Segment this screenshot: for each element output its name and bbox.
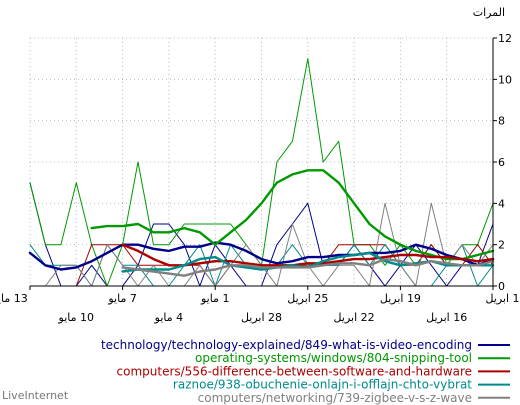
series-smooth-line-0 bbox=[28, 241, 495, 271]
legend-label-3: raznoe/938-obuchenie-onlajn-i-offlajn-ch… bbox=[173, 378, 472, 392]
y-tick-label-5: 10 bbox=[498, 73, 512, 86]
legend-label-2: computers/556-difference-between-softwar… bbox=[117, 364, 472, 378]
x-tick-label-upper-3: 1 مايو bbox=[200, 292, 229, 305]
x-tick-label-upper-0: 13 ابريل bbox=[485, 292, 520, 305]
x-tick-label-upper-1: 19 ابريل bbox=[380, 292, 421, 305]
y-tick-label-0: 0 bbox=[498, 280, 505, 293]
y-tick-label-2: 4 bbox=[498, 197, 505, 210]
x-tick-labels: 13 ابريل 19 ابريل 25 ابريل 1 مايو 7 مايو 13 م… bbox=[0, 286, 520, 324]
x-tick-label-lower-4: 10 مايو bbox=[58, 311, 94, 324]
series-smooth-line-5 bbox=[121, 257, 495, 277]
y-tick-label-4: 8 bbox=[498, 115, 505, 128]
legend-label-0: technology/technology-explained/849-what… bbox=[101, 338, 472, 352]
x-tick-label-lower-2: 28 ابريل bbox=[241, 311, 282, 324]
x-tick-label-lower-1: 22 ابريل bbox=[334, 311, 375, 324]
y-tick-label-1: 2 bbox=[498, 239, 505, 252]
series-layer bbox=[28, 58, 495, 287]
y-tick-label-6: 12 bbox=[498, 32, 512, 45]
series-smooth-line-2 bbox=[90, 169, 495, 261]
y-axis-title: المرات bbox=[473, 6, 505, 19]
y-tick-labels: 0 2 4 6 8 10 12 bbox=[493, 32, 512, 293]
y-tick-label-3: 6 bbox=[498, 156, 505, 169]
x-tick-label-upper-4: 7 مايو bbox=[107, 292, 136, 305]
x-tick-label-upper-2: 25 ابريل bbox=[287, 292, 328, 305]
legend-label-4: computers/networking/739-zigbee-v-s-z-wa… bbox=[198, 391, 472, 405]
x-tick-label-lower-0: 16 ابريل bbox=[426, 311, 467, 324]
x-tick-label-upper-5: 13 مايو bbox=[0, 292, 28, 305]
x-tick-label-lower-3: 4 مايو bbox=[154, 311, 183, 324]
legend: technology/technology-explained/849-what… bbox=[101, 338, 510, 405]
legend-label-1: operating-systems/windows/804-snipping-t… bbox=[195, 351, 472, 365]
watermark-liveinternet: LiveInternet bbox=[2, 389, 69, 402]
